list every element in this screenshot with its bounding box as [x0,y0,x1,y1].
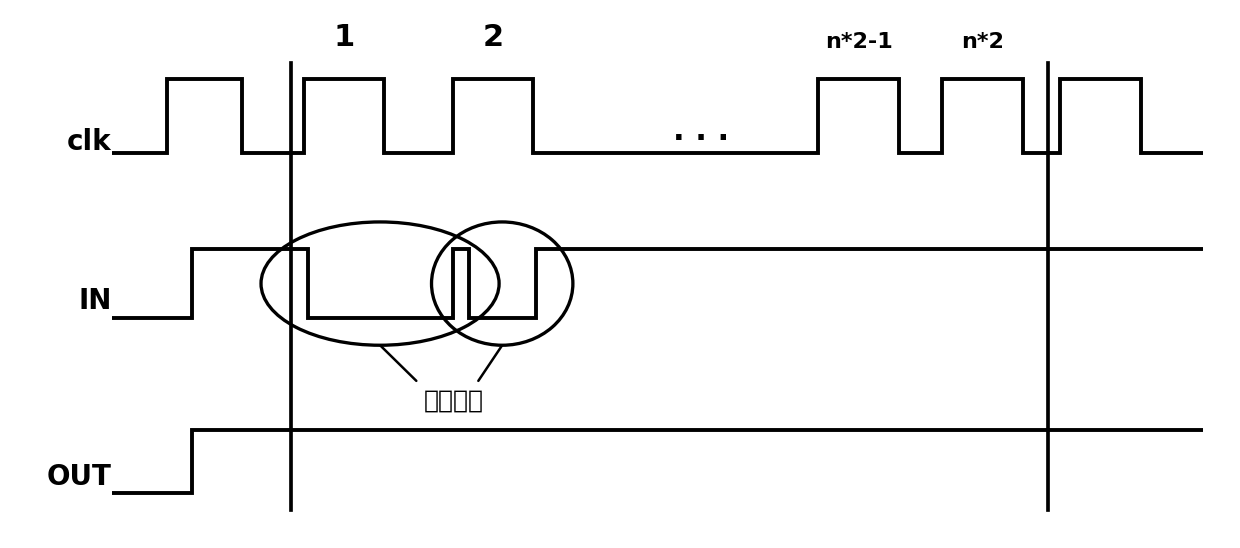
Text: IN: IN [78,287,112,316]
Text: clk: clk [67,128,112,157]
Text: . . .: . . . [672,117,729,146]
Text: n*2-1: n*2-1 [825,32,893,52]
Text: n*2: n*2 [961,32,1004,52]
Text: OUT: OUT [47,463,112,491]
Text: 2: 2 [482,23,503,52]
Text: 1: 1 [334,23,355,52]
Text: 干扰信号: 干扰信号 [424,389,484,413]
